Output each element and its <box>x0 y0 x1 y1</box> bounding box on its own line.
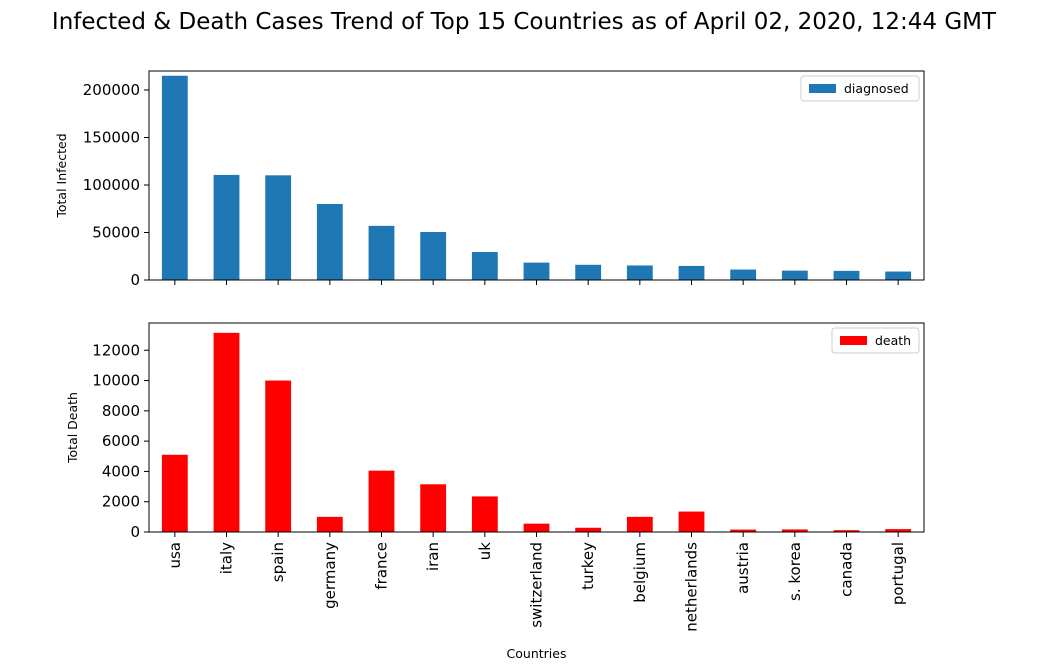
infected-bar-netherlands <box>678 265 705 280</box>
death-xlabel: Countries <box>507 646 567 661</box>
death-xtick-label-italy: italy <box>218 542 236 574</box>
infected-ytick-label: 0 <box>130 271 140 289</box>
infected-ytick-label: 50000 <box>92 224 140 242</box>
infected-ytick-label: 100000 <box>83 176 140 194</box>
death-xtick-label-belgium: belgium <box>631 542 649 603</box>
death-xtick-label-s-korea: s. korea <box>786 542 804 601</box>
death-bar-turkey <box>575 527 602 532</box>
death-xtick-label-portugal: portugal <box>889 542 907 605</box>
infected-bar-france <box>368 225 395 280</box>
figure-title: Infected & Death Cases Trend of Top 15 C… <box>52 9 997 35</box>
death-xtick-label-netherlands: netherlands <box>683 542 701 632</box>
death-bar-iran <box>420 484 447 532</box>
death-xtick-label-austria: austria <box>734 542 752 594</box>
death-ytick-label: 4000 <box>102 462 140 480</box>
death-legend-swatch <box>840 336 867 345</box>
infected-ytick-label: 200000 <box>83 81 140 99</box>
infected-legend-swatch <box>809 84 836 93</box>
death-xtick-label-uk: uk <box>476 542 494 561</box>
death-bar-austria <box>730 529 757 532</box>
death-ytick-label: 8000 <box>102 402 140 420</box>
infected-bar-s-korea <box>781 270 808 280</box>
infected-legend-box <box>800 75 920 102</box>
death-bar-s-korea <box>781 529 808 532</box>
infected-bar-portugal <box>885 271 912 280</box>
infected-ytick-label: 150000 <box>83 129 140 147</box>
death-ytick-label: 2000 <box>102 493 140 511</box>
death-bar-spain <box>265 380 292 532</box>
death-bar-netherlands <box>678 511 705 532</box>
death-bar-belgium <box>626 516 653 532</box>
death-ytick-label: 12000 <box>92 341 140 359</box>
infected-bar-italy <box>213 174 240 280</box>
infected-chart: 0 50000 100000 150000 200000 Total Infected di… <box>54 70 925 289</box>
death-ylabel: Total Death <box>65 392 80 464</box>
death-bar-switzerland <box>523 523 550 532</box>
infected-bar-iran <box>420 232 447 280</box>
infected-bar-germany <box>316 204 343 280</box>
infected-legend-label: diagnosed <box>844 81 909 96</box>
death-xtick-label-switzerland: switzerland <box>528 542 546 628</box>
death-ytick-label: 10000 <box>92 372 140 390</box>
death-legend-label: death <box>875 333 911 348</box>
infected-bar-uk <box>471 251 498 280</box>
death-bar-usa <box>161 454 188 532</box>
infected-bar-turkey <box>575 264 602 280</box>
death-chart: 0 2000 4000 6000 8000 10000 12000 usa italy spain… <box>65 322 925 661</box>
death-xtick-label-canada: canada <box>838 542 856 597</box>
death-xtick-label-iran: iran <box>424 542 442 571</box>
infected-bar-switzerland <box>523 262 550 280</box>
death-xtick-label-spain: spain <box>269 542 287 582</box>
infected-bar-usa <box>161 75 188 280</box>
death-xtick-label-turkey: turkey <box>579 542 597 590</box>
death-xtick-label-germany: germany <box>321 542 339 609</box>
death-ytick-label: 0 <box>130 523 140 541</box>
death-xtick-label-usa: usa <box>166 542 184 569</box>
death-ytick-label: 6000 <box>102 432 140 450</box>
death-bar-canada <box>833 530 860 532</box>
infected-bar-belgium <box>626 265 653 280</box>
death-bar-portugal <box>885 529 912 532</box>
infected-bar-spain <box>265 175 292 280</box>
infected-ylabel: Total Infected <box>54 133 69 218</box>
death-xtick-label-france: france <box>373 542 391 590</box>
death-legend-box <box>831 327 920 354</box>
death-bar-germany <box>316 516 343 532</box>
death-bar-france <box>368 470 395 532</box>
infected-bar-austria <box>730 269 757 280</box>
infected-bar-canada <box>833 270 860 280</box>
death-bar-italy <box>213 332 240 532</box>
death-bar-uk <box>471 496 498 532</box>
